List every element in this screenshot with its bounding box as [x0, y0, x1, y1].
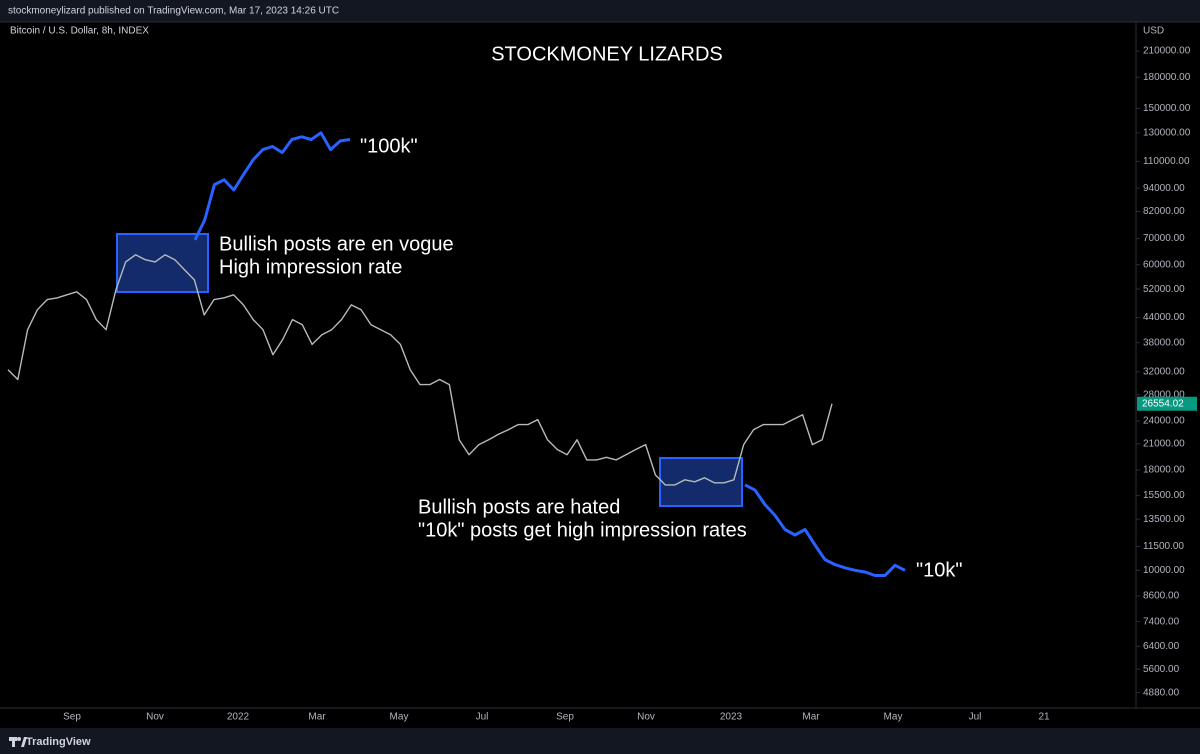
y-tick-label: 44000.00 [1143, 312, 1185, 323]
brand: TradingView [26, 736, 91, 748]
currency: USD [1143, 26, 1164, 37]
annotation: High impression rate [219, 256, 402, 278]
x-tick-label: Jul [969, 712, 982, 723]
x-tick-label: 21 [1038, 712, 1050, 723]
y-tick-label: 18000.00 [1143, 465, 1185, 476]
y-tick-label: 21000.00 [1143, 438, 1185, 449]
y-tick-label: 8600.00 [1143, 591, 1180, 602]
series-label: "10k" [916, 559, 962, 581]
y-tick-label: 70000.00 [1143, 233, 1185, 244]
tv-logo [9, 737, 27, 747]
y-tick-label: 52000.00 [1143, 284, 1185, 295]
y-tick-label: 7400.00 [1143, 616, 1180, 627]
x-tick-label: Mar [802, 712, 820, 723]
x-tick-label: Nov [637, 712, 655, 723]
y-tick-label: 60000.00 [1143, 259, 1185, 270]
highlight-box [116, 233, 209, 293]
y-tick-label: 94000.00 [1143, 183, 1185, 194]
series-label: "100k" [360, 135, 418, 157]
y-tick-label: 130000.00 [1143, 127, 1191, 138]
header-bar [0, 0, 1200, 22]
price-line [193, 131, 351, 241]
y-tick-label: 4880.00 [1143, 687, 1180, 698]
y-tick-label: 5600.00 [1143, 664, 1180, 675]
annotation: "10k" posts get high impression rates [418, 519, 747, 541]
y-tick-label: 82000.00 [1143, 206, 1185, 217]
x-tick-label: Mar [308, 712, 326, 723]
last-price-label: 26554.02 [1142, 398, 1184, 409]
chart-title: STOCKMONEY LIZARDS [491, 43, 723, 65]
x-tick-label: 2023 [720, 712, 743, 723]
y-tick-label: 15500.00 [1143, 490, 1185, 501]
annotation: Bullish posts are hated [418, 496, 620, 518]
y-tick-label: 180000.00 [1143, 72, 1191, 83]
x-tick-label: Sep [63, 712, 81, 723]
y-tick-label: 28000.00 [1143, 389, 1185, 400]
x-tick-label: Jul [476, 712, 489, 723]
highlight-box [659, 457, 743, 507]
y-tick-label: 10000.00 [1143, 565, 1185, 576]
y-tick-label: 6400.00 [1143, 641, 1180, 652]
y-tick-label: 24000.00 [1143, 416, 1185, 427]
y-tick-label: 11500.00 [1143, 541, 1184, 552]
x-tick-label: Sep [556, 712, 574, 723]
annotation: Bullish posts are en vogue [219, 233, 454, 255]
y-tick-label: 38000.00 [1143, 337, 1185, 348]
publisher: stockmoneylizard published on TradingVie… [8, 6, 339, 17]
x-tick-label: 2022 [227, 712, 250, 723]
last-price-tag [1137, 396, 1197, 411]
price-line [7, 254, 833, 486]
footer-bar [0, 728, 1200, 754]
y-tick-label: 110000.00 [1143, 156, 1190, 167]
y-tick-label: 32000.00 [1143, 367, 1185, 378]
x-tick-label: May [390, 712, 409, 723]
y-tick-label: 210000.00 [1143, 46, 1191, 57]
x-tick-label: Nov [146, 712, 164, 723]
price-line [744, 483, 906, 577]
y-tick-label: 13500.00 [1143, 514, 1185, 525]
symbol: Bitcoin / U.S. Dollar, 8h, INDEX [10, 26, 149, 37]
x-tick-label: May [884, 712, 903, 723]
y-tick-label: 150000.00 [1143, 103, 1191, 114]
